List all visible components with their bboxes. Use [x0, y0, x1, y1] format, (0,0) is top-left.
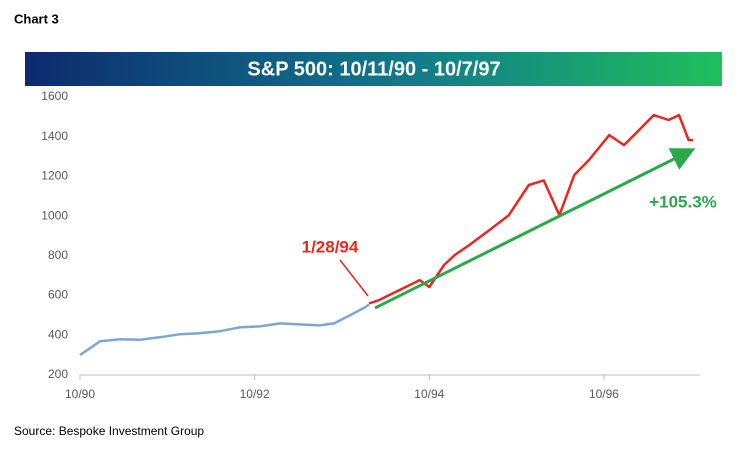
- gain-annotation: +105.3%: [649, 192, 717, 211]
- chart-header: Chart 3: [14, 11, 59, 26]
- y-tick-label: 600: [48, 288, 68, 302]
- x-tick-label: 10/94: [414, 387, 444, 401]
- y-tick-label: 1000: [41, 208, 68, 222]
- y-tick-label: 400: [48, 327, 68, 341]
- y-tick-label: 200: [48, 367, 68, 381]
- y-tick-label: 800: [48, 248, 68, 262]
- title-banner: [25, 52, 722, 86]
- x-tick-label: 10/90: [65, 387, 95, 401]
- x-tick-label: 10/92: [240, 387, 270, 401]
- source-note: Source: Bespoke Investment Group: [14, 424, 204, 438]
- trend-arrow: [374, 148, 696, 310]
- annotation-arrow: [339, 259, 369, 297]
- x-tick-label: 10/96: [589, 387, 619, 401]
- series-line: [368, 113, 693, 305]
- y-tick-label: 1200: [41, 169, 68, 183]
- chart-title: S&P 500: 10/11/90 - 10/7/97: [247, 58, 500, 80]
- y-tick-label: 1400: [41, 129, 68, 143]
- date-annotation: 1/28/94: [302, 237, 359, 256]
- y-tick-label: 1600: [41, 89, 68, 103]
- series-line: [79, 303, 370, 357]
